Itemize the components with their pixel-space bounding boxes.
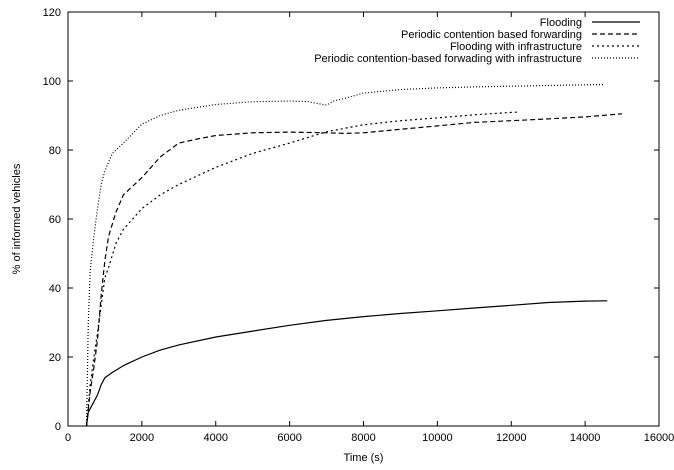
x-tick-label: 0 <box>65 432 71 444</box>
x-tick-label: 14000 <box>570 432 601 444</box>
y-tick-label: 60 <box>49 214 61 226</box>
plot-border <box>67 11 660 427</box>
y-axis: 0 20 40 60 80 100 120 <box>43 7 659 433</box>
series-line-3 <box>85 111 519 427</box>
plot-area <box>67 11 660 427</box>
x-tick-label: 8000 <box>351 432 375 444</box>
y-axis-title: % of informed vehicles <box>11 163 23 274</box>
legend-label: Periodic contention-based forwading with… <box>314 53 582 65</box>
legend-label: Flooding with infrastructure <box>450 41 582 53</box>
x-tick-label: 4000 <box>204 432 228 444</box>
x-tick-label: 10000 <box>422 432 453 444</box>
series-line-4 <box>85 83 604 427</box>
y-tick-label: 20 <box>49 352 61 364</box>
x-axis-title: Time (s) <box>344 452 384 464</box>
y-tick-label: 80 <box>49 145 61 157</box>
legend-label: Flooding <box>540 17 582 29</box>
series-layer <box>85 83 623 427</box>
y-tick-label: 100 <box>43 76 61 88</box>
x-tick-label: 6000 <box>277 432 301 444</box>
x-tick-label: 12000 <box>496 432 527 444</box>
legend-label: Periodic contention based forwarding <box>401 29 582 41</box>
y-tick-label: 40 <box>49 283 61 295</box>
y-tick-label: 120 <box>43 7 61 19</box>
series-line-1 <box>85 300 608 427</box>
x-axis: 0 2000 4000 6000 8000 10000 12000 14000 16000 <box>65 12 674 444</box>
y-tick-label: 0 <box>55 421 61 433</box>
x-tick-label: 2000 <box>130 432 154 444</box>
series-line-2 <box>85 113 623 427</box>
x-tick-label: 16000 <box>644 432 674 444</box>
